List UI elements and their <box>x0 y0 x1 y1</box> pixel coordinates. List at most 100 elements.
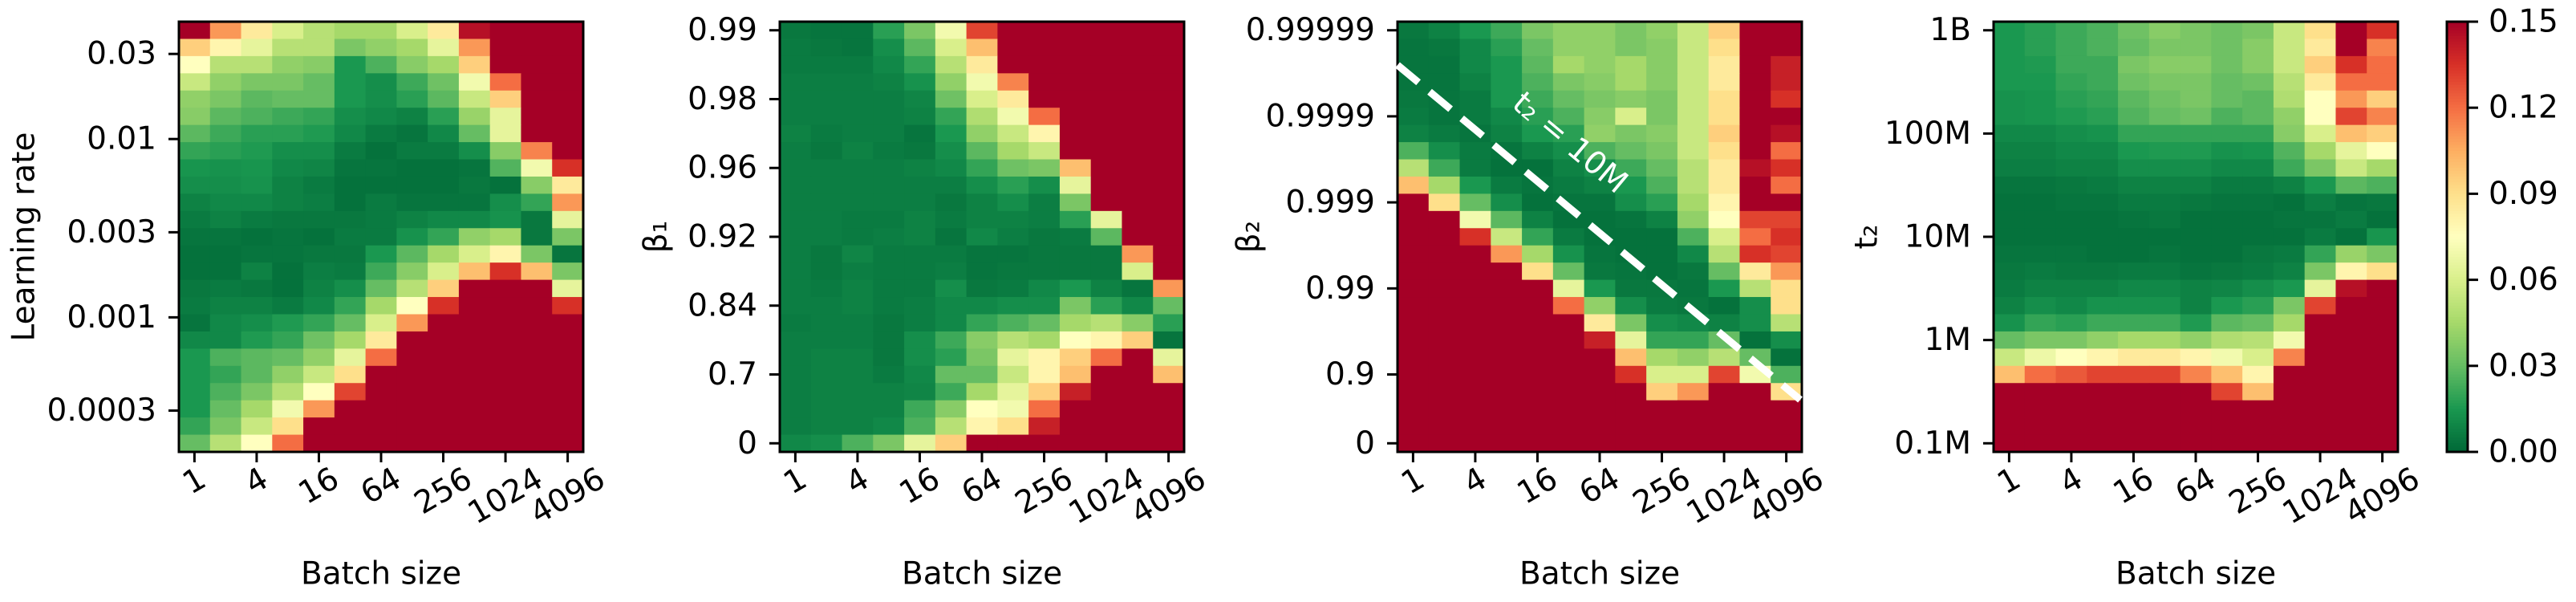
heatmap-cell <box>2242 383 2274 401</box>
heatmap-cell <box>1428 314 1461 332</box>
heatmap-cell <box>2087 331 2119 349</box>
heatmap-cell <box>780 297 812 315</box>
heatmap-cell <box>1428 22 1461 40</box>
colorbar-segment <box>2447 53 2468 57</box>
heatmap-cell <box>489 331 522 349</box>
heatmap-cell <box>873 279 905 298</box>
heatmap-cell <box>209 55 242 74</box>
heatmap-cell <box>1646 383 1678 401</box>
colorbar-segment <box>2447 150 2468 154</box>
colorbar-segment <box>2447 363 2468 367</box>
heatmap-cell <box>904 159 936 177</box>
heatmap-cell <box>1615 297 1647 315</box>
heatmap-cell <box>1090 108 1123 126</box>
heatmap-cell <box>365 176 397 194</box>
heatmap-cell <box>1552 400 1585 418</box>
heatmap-cell <box>935 210 968 229</box>
heatmap-cell <box>904 383 936 401</box>
heatmap-cell <box>1584 417 1616 436</box>
colorbar-segment <box>2447 409 2468 413</box>
heatmap-cell <box>904 314 936 332</box>
heatmap-cell <box>2242 228 2274 246</box>
heatmap-cell <box>396 39 428 57</box>
heatmap-cell <box>842 400 874 418</box>
heatmap-cell <box>2211 400 2243 418</box>
heatmap-cell <box>1552 142 1585 161</box>
heatmap-cell <box>552 331 584 349</box>
heatmap-cell <box>1584 90 1616 108</box>
heatmap-cell <box>2055 176 2087 194</box>
heatmap-cell <box>966 228 998 246</box>
heatmap-cell <box>1646 142 1678 161</box>
heatmap-cell <box>1059 365 1092 384</box>
heatmap-cell <box>1153 124 1185 143</box>
heatmap-cell <box>2118 297 2150 315</box>
heatmap-cell <box>458 262 491 281</box>
heatmap-cell <box>2118 262 2150 281</box>
heatmap-cell <box>780 39 812 57</box>
colorbar-segment <box>2447 337 2468 341</box>
heatmap-cell <box>2055 365 2087 384</box>
heatmap-cell <box>1708 142 1741 161</box>
heatmap-cell <box>1122 193 1154 212</box>
heatmap-cell <box>1153 434 1185 453</box>
heatmap-cell <box>1059 383 1092 401</box>
heatmap-cell <box>458 279 491 298</box>
heatmap-cell <box>241 159 273 177</box>
heatmap-cell <box>966 245 998 263</box>
heatmap-cell <box>2273 124 2306 143</box>
heatmap-cell <box>1771 55 1803 74</box>
heatmap-cell <box>1552 348 1585 367</box>
heatmap-cell <box>1522 210 1554 229</box>
heatmap-cell <box>1584 142 1616 161</box>
colorbar-segment <box>2447 144 2468 148</box>
heatmap-cell <box>1677 39 1710 57</box>
colorbar-segment <box>2447 291 2468 295</box>
heatmap-cell <box>2180 55 2212 74</box>
heatmap-cell <box>935 159 968 177</box>
y-tick-label: 1B <box>1929 12 1971 48</box>
heatmap-cell <box>209 245 242 263</box>
x-tick-label: 4 <box>2054 461 2089 502</box>
heatmap-cell <box>2304 434 2337 453</box>
heatmap-cell <box>904 279 936 298</box>
heatmap-cell <box>842 331 874 349</box>
heatmap-cell <box>1428 124 1461 143</box>
heatmap-cell <box>2211 297 2243 315</box>
heatmap-cell <box>241 400 273 418</box>
heatmap-cell <box>935 400 968 418</box>
heatmap-cell <box>1739 383 1771 401</box>
heatmap-cell <box>179 210 211 229</box>
heatmap-cell <box>1677 73 1710 92</box>
heatmap-cell <box>458 297 491 315</box>
colorbar-segment <box>2447 391 2468 396</box>
heatmap-cell <box>1708 159 1741 177</box>
heatmap-cell <box>1708 90 1741 108</box>
heatmap-cell <box>2087 22 2119 40</box>
heatmap-cell <box>1708 245 1741 263</box>
colorbar-segment <box>2447 124 2468 128</box>
heatmap-cell <box>842 279 874 298</box>
heatmap-cell <box>966 279 998 298</box>
heatmap-cell <box>1522 331 1554 349</box>
heatmap-cell <box>1153 262 1185 281</box>
heatmap-cell <box>997 297 1029 315</box>
heatmap-cell <box>2304 39 2337 57</box>
heatmap-cell <box>552 176 584 194</box>
x-tick-label: 64 <box>1573 461 1625 512</box>
heatmap-cell <box>2367 434 2399 453</box>
heatmap-cell <box>334 297 367 315</box>
heatmap-cell <box>1584 262 1616 281</box>
heatmap-cell <box>272 279 304 298</box>
heatmap-cell <box>2087 348 2119 367</box>
colorbar-segment <box>2447 425 2468 430</box>
heatmap-cell <box>842 210 874 229</box>
colorbar-segment <box>2447 214 2468 218</box>
heatmap-cell <box>780 348 812 367</box>
heatmap-cell <box>1122 417 1154 436</box>
colorbar-segment <box>2447 334 2468 338</box>
heatmap-cell <box>2242 193 2274 212</box>
heatmap-cell <box>1428 331 1461 349</box>
heatmap-cell <box>1739 55 1771 74</box>
heatmap-cell <box>1646 434 1678 453</box>
